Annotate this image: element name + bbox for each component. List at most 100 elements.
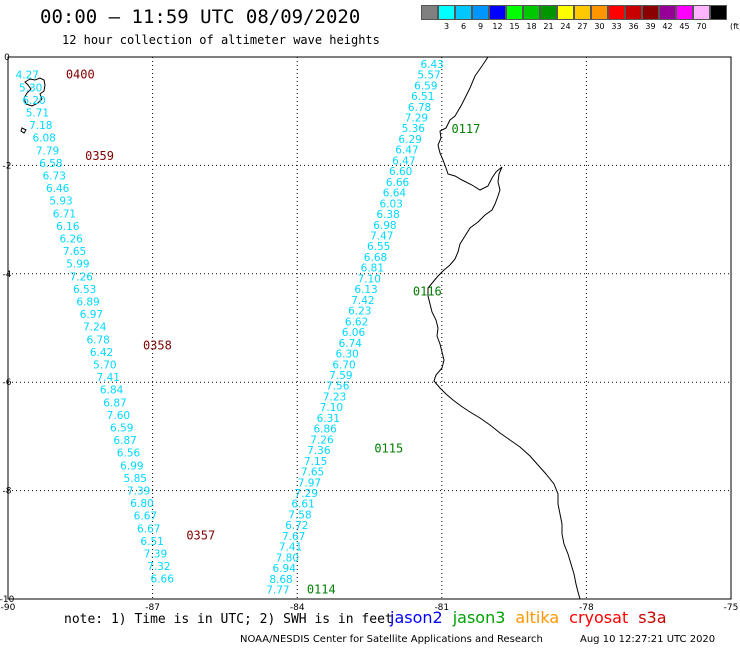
y-tick-label: -6 [3,378,12,388]
wave-height-value: 7.26 [70,271,94,283]
wave-height-value: 7.67 [282,531,305,543]
wave-height-value: 7.65 [63,246,86,258]
wave-height-value: 6.60 [389,166,412,178]
x-tick-label: -87 [145,603,160,613]
wave-height-value: 7.10 [358,273,381,285]
y-tick-label: -8 [3,487,12,497]
wave-height-value: 5.93 [49,196,72,208]
legend-label: 42 [662,22,673,31]
color-legend: 3 6 9 12 15 18 21 24 27 30 33 36 39 42 45 70 [421,5,727,31]
map-subtitle: 12 hour collection of altimeter wave hei… [62,33,380,47]
legend-item: 18 [523,5,540,31]
pass-time-label: 0115 [374,442,403,456]
wave-height-value: 6.58 [39,158,62,170]
legend-item: 21 [540,5,557,31]
legend-item: 42 [659,5,676,31]
coastline [427,56,581,600]
legend-units: (ft) [730,22,740,31]
legend-label: 33 [611,22,622,31]
lat-lon-grid [8,57,731,599]
wave-height-value: 6.61 [291,499,314,511]
wave-height-value: 7.42 [351,295,374,307]
x-tick-label: -75 [724,603,739,613]
wave-height-value: 6.13 [354,284,377,296]
wave-height-value: 6.59 [414,80,437,92]
wave-height-value: 6.47 [395,145,418,157]
legend-item: 45 [676,5,693,31]
legend-label: 21 [543,22,554,31]
legend-swatch [489,5,506,20]
wave-height-value: 7.36 [307,445,331,457]
legend-label: 9 [477,22,484,31]
satellite-name: s3a [638,608,667,627]
wave-height-value: 7.58 [288,509,311,521]
wave-height-value: 4.27 [16,70,39,82]
wave-height-value: 5.71 [26,107,49,119]
wave-height-value: 7.10 [320,402,343,414]
legend-label: 6 [460,22,467,31]
legend-swatch [693,5,710,20]
legend-label: 27 [577,22,588,31]
legend-label: 70 [696,22,707,31]
wave-height-value: 6.03 [380,198,403,210]
legend-label: 18 [526,22,537,31]
legend-swatch [591,5,608,20]
satellite-name: altika [515,608,560,627]
wave-height-value: 6.80 [130,498,153,510]
legend-label: 24 [560,22,571,31]
legend-swatch [540,5,557,20]
wave-height-value: 5.99 [66,259,89,271]
wave-height-value: 7.97 [298,477,321,489]
wave-height-value: 6.08 [32,133,55,145]
wave-height-value: 5.85 [124,473,147,485]
wave-height-value: 6.26 [59,233,83,245]
legend-label: 39 [645,22,656,31]
wave-height-value: 7.29 [295,488,318,500]
wave-height-value: 6.66 [151,574,175,586]
legend-label: 36 [628,22,639,31]
generation-timestamp: Aug 10 12:27:21 UTC 2020 [580,634,716,645]
wave-height-value: 6.87 [113,435,136,447]
wave-height-value: 6.78 [408,102,431,114]
wave-height-value: 7.80 [276,552,299,564]
legend-item: 36 [625,5,642,31]
wave-height-value: 7.59 [329,370,352,382]
wave-height-value: 6.51 [140,536,163,548]
wave-height-value: 5.70 [93,360,116,372]
track-jason3: 6.435.576.596.516.787.295.366.296.476.47… [266,59,480,597]
x-tick-label: -84 [290,603,305,613]
wave-height-value: 5.57 [417,70,440,82]
wave-height-value: 6.74 [339,338,363,350]
wave-height-value: 7.77 [266,585,289,597]
map-title: 00:00 – 11:59 UTC 08/09/2020 [40,6,361,28]
wave-height-value: 6.51 [411,91,434,103]
track-cryosat: 4.275.306.205.717.186.087.796.586.736.46… [16,68,216,586]
legend-item: 39 [642,5,659,31]
wave-height-value: 6.71 [53,208,76,220]
legend-label: 30 [594,22,605,31]
wave-height-value: 6.98 [373,220,396,232]
x-tick-label: -78 [579,603,594,613]
wave-height-value: 6.99 [120,460,143,472]
satellite-name: jason3 [452,608,506,627]
wave-height-value: 7.39 [127,486,150,498]
credit-line: NOAA/NESDIS Center for Satellite Applica… [240,634,543,645]
x-tick-label: -90 [1,603,16,613]
legend-item: 12 [489,5,506,31]
wave-height-value: 7.79 [36,145,59,157]
wave-height-value: 6.81 [361,263,384,275]
wave-height-value: 6.70 [332,359,355,371]
legend-swatch [608,5,625,20]
pass-time-label: 0400 [66,68,95,82]
wave-height-value: 6.87 [103,397,126,409]
wave-height-value: 6.68 [364,252,387,264]
pass-time-label: 0357 [186,528,215,542]
legend-item: 24 [557,5,574,31]
wave-height-value: 6.73 [43,170,66,182]
pass-time-label: 0117 [451,122,480,136]
pass-time-label: 0114 [307,583,336,597]
wave-height-value: 6.06 [342,327,366,339]
y-tick-label: 0 [4,53,10,63]
legend-item: 70 [693,5,710,31]
wave-height-value: 7.15 [304,456,327,468]
